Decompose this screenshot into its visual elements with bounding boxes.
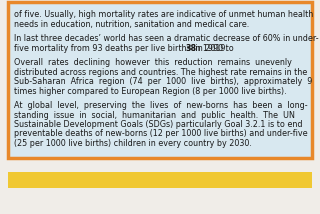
Text: standing  issue  in  social,  humanitarian  and  public  health.  The  UN: standing issue in social, humanitarian a… [14, 110, 295, 119]
Text: In last three decades’ world has seen a dramatic decrease of 60% in under-: In last three decades’ world has seen a … [14, 34, 319, 43]
Text: times higher compared to European Region (8 per 1000 live births).: times higher compared to European Region… [14, 86, 287, 95]
Text: in 2019.: in 2019. [193, 43, 228, 52]
Text: of five. Usually, high mortality rates are indicative of unmet human health: of five. Usually, high mortality rates a… [14, 10, 313, 19]
Bar [8, 2, 312, 158]
Text: (25 per 1000 live births) children in every country by 2030.: (25 per 1000 live births) children in ev… [14, 139, 252, 148]
Text: At  global  level,  preserving  the  lives  of  new-borns  has  been  a  long-: At global level, preserving the lives of… [14, 101, 308, 110]
Text: five mortality from 93 deaths per live births in 1990 to: five mortality from 93 deaths per live b… [14, 43, 236, 52]
Text: Overall  rates  declining  however  this  reduction  remains  unevenly: Overall rates declining however this red… [14, 58, 292, 67]
Bar [8, 172, 312, 188]
Text: needs in education, nutrition, sanitation and medical care.: needs in education, nutrition, sanitatio… [14, 19, 249, 28]
Text: 38: 38 [186, 43, 197, 52]
Text: distributed across regions and countries. The highest rate remains in the: distributed across regions and countries… [14, 67, 307, 76]
Text: preventable deaths of new-borns (12 per 1000 live births) and under-five: preventable deaths of new-borns (12 per … [14, 129, 308, 138]
Text: Sub-Saharan  Africa  region  (74  per  1000  live  births),  approximately  9: Sub-Saharan Africa region (74 per 1000 l… [14, 77, 312, 86]
Text: Sustainable Development Goals (SDGs) particularly Goal 3.2.1 is to end: Sustainable Development Goals (SDGs) par… [14, 120, 302, 129]
